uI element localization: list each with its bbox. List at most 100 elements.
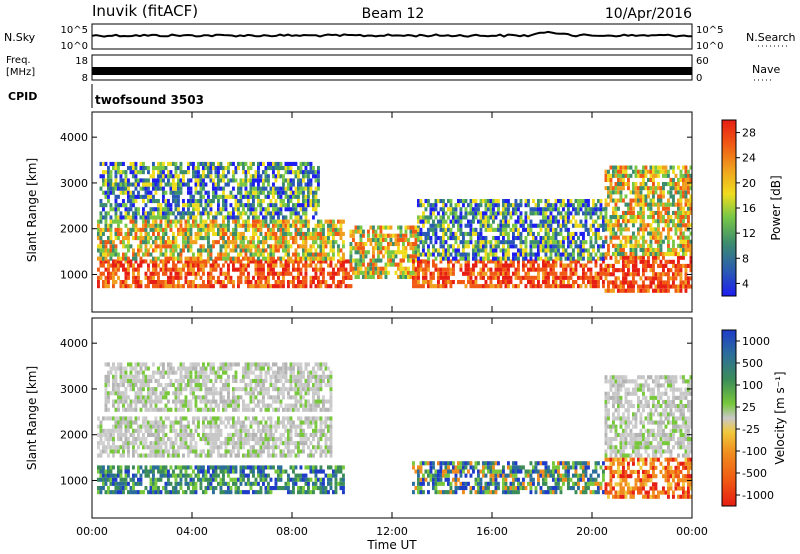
heatmap-cell (367, 229, 370, 234)
heatmap-cell (504, 248, 508, 253)
heatmap-cell (159, 182, 163, 187)
heatmap-cell (169, 271, 173, 276)
heatmap-cell (687, 210, 690, 215)
heatmap-cell (157, 227, 160, 232)
heatmap-cell (309, 477, 313, 482)
heatmap-cell (629, 272, 633, 277)
heatmap-cell (449, 207, 453, 212)
heatmap-cell (127, 481, 130, 486)
heatmap-cell (504, 252, 508, 257)
heatmap-cell (162, 166, 165, 171)
heatmap-cell (124, 203, 128, 208)
heatmap-cell (569, 199, 573, 204)
heatmap-cell (319, 469, 323, 474)
heatmap-cell (637, 239, 640, 244)
heatmap-cell (419, 252, 423, 257)
heatmap-cell (224, 194, 228, 199)
heatmap-cell (359, 262, 363, 267)
heatmap-cell (287, 194, 290, 199)
heatmap-cell (314, 263, 318, 268)
heatmap-cell (307, 256, 310, 261)
heatmap-cell (162, 267, 165, 272)
heatmap-cell (479, 211, 483, 216)
heatmap-cell (542, 280, 545, 285)
heatmap-cell (569, 275, 573, 280)
heatmap-cell (524, 248, 528, 253)
heatmap-cell (122, 170, 125, 175)
heatmap-cell (227, 280, 230, 285)
heatmap-cell (564, 252, 568, 257)
heatmap-cell (609, 215, 613, 220)
heatmap-cell (262, 186, 265, 191)
heatmap-cell (212, 259, 215, 264)
heatmap-cell (242, 166, 245, 171)
heatmap-cell (117, 215, 120, 220)
heatmap-cell (107, 486, 110, 491)
heatmap-cell (154, 199, 158, 204)
heatmap-cell (592, 275, 595, 280)
heatmap-cell (474, 256, 478, 261)
heatmap-cell (492, 236, 495, 241)
heatmap-cell (204, 161, 208, 166)
heatmap-cell (547, 248, 550, 253)
heatmap-cell (439, 256, 443, 261)
heatmap-cell (654, 272, 658, 277)
heatmap-cell (639, 210, 643, 215)
heatmap-cell (184, 231, 188, 236)
heatmap-cell (584, 207, 588, 212)
heatmap-cell (237, 231, 240, 236)
heatmap-cell (137, 271, 140, 276)
heatmap-cell (579, 248, 583, 253)
heatmap-cell (272, 174, 275, 179)
heatmap-cell (179, 178, 183, 183)
heatmap-cell (222, 244, 225, 249)
heatmap-cell (359, 266, 363, 271)
heatmap-cell (102, 252, 105, 257)
heatmap-cell (357, 242, 360, 247)
heatmap-cell (222, 490, 225, 495)
heatmap-cell (529, 259, 533, 264)
heatmap-cell (642, 252, 645, 257)
heatmap-cell (574, 267, 578, 272)
heatmap-cell (637, 190, 640, 195)
heatmap-cell (414, 284, 418, 289)
heatmap-cell (299, 486, 303, 491)
heatmap-cell (202, 219, 205, 224)
heatmap-cell (277, 190, 280, 195)
heatmap-cell (154, 244, 158, 249)
heatmap-cell (284, 259, 288, 264)
heatmap-cell (447, 275, 450, 280)
heatmap-cell (99, 477, 103, 482)
heatmap-cell (139, 244, 143, 249)
heatmap-cell (462, 244, 465, 249)
heatmap-cell (362, 233, 365, 238)
heatmap-cell (317, 174, 320, 179)
heatmap-cell (119, 453, 123, 458)
heatmap-cell (152, 473, 155, 478)
heatmap-cell (352, 237, 355, 242)
heatmap-cell (187, 166, 190, 171)
heatmap-cell (369, 225, 373, 230)
heatmap-cell (622, 169, 625, 174)
heatmap-cell (237, 215, 240, 220)
heatmap-cell (144, 428, 148, 433)
heatmap-cell (177, 211, 180, 216)
heatmap-cell (587, 280, 590, 285)
heatmap-cell (162, 271, 165, 276)
heatmap-cell (397, 242, 400, 247)
heatmap-cell (227, 252, 230, 257)
heatmap-cell (129, 219, 133, 224)
heatmap-cell (154, 190, 158, 195)
heatmap-cell (147, 453, 150, 458)
heatmap-cell (667, 190, 670, 195)
heatmap-cell (354, 250, 358, 255)
heatmap-cell (132, 219, 135, 224)
heatmap-cell (297, 219, 300, 224)
heatmap-cell (162, 432, 165, 437)
heatmap-cell (612, 268, 615, 273)
heatmap-cell (139, 178, 143, 183)
heatmap-cell (132, 420, 135, 425)
heatmap-cell (234, 219, 238, 224)
heatmap-cell (307, 182, 310, 187)
heatmap-cell (199, 194, 203, 199)
